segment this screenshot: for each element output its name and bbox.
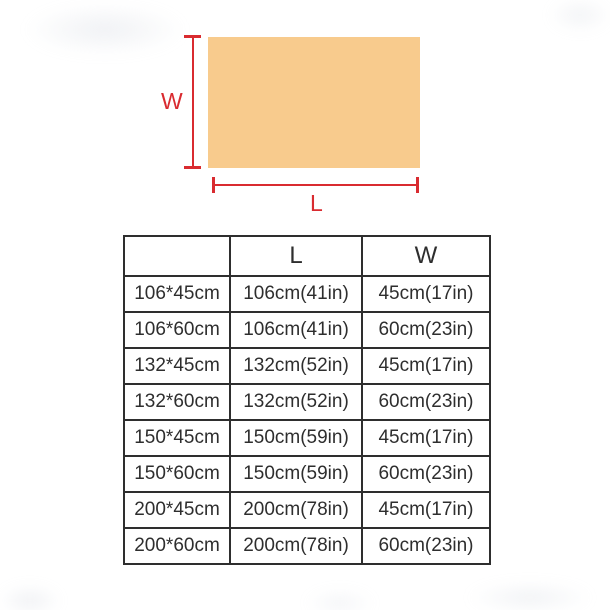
table-row: 200*45cm 200cm(78in) 45cm(17in): [123, 491, 491, 529]
table-header-row: L W: [123, 235, 491, 277]
width-dimension-label: W: [161, 88, 183, 114]
width-cell: 60cm(23in): [361, 383, 491, 421]
size-cell: 132*60cm: [123, 383, 231, 421]
length-dimension-label: L: [310, 190, 323, 216]
header-length-cell: L: [229, 235, 363, 277]
table-row: 106*45cm 106cm(41in) 45cm(17in): [123, 275, 491, 313]
width-dimension-cap-top: [184, 35, 201, 38]
length-cell: 106cm(41in): [229, 275, 363, 313]
size-cell: 132*45cm: [123, 347, 231, 385]
size-cell: 200*60cm: [123, 527, 231, 565]
table-row: 106*60cm 106cm(41in) 60cm(23in): [123, 311, 491, 349]
length-cell: 150cm(59in): [229, 419, 363, 457]
watermark-smudge: [0, 578, 75, 610]
table-row: 150*60cm 150cm(59in) 60cm(23in): [123, 455, 491, 493]
width-cell: 45cm(17in): [361, 275, 491, 313]
header-size-cell: [123, 235, 231, 277]
size-cell: 106*45cm: [123, 275, 231, 313]
width-cell: 45cm(17in): [361, 347, 491, 385]
table-row: 132*60cm 132cm(52in) 60cm(23in): [123, 383, 491, 421]
fabric-rectangle: [208, 37, 420, 168]
header-width-cell: W: [361, 235, 491, 277]
length-cell: 132cm(52in): [229, 347, 363, 385]
size-cell: 150*60cm: [123, 455, 231, 493]
size-cell: 200*45cm: [123, 491, 231, 529]
width-dimension-cap-bottom: [184, 166, 201, 169]
length-cell: 150cm(59in): [229, 455, 363, 493]
size-cell: 106*60cm: [123, 311, 231, 349]
width-cell: 60cm(23in): [361, 455, 491, 493]
width-cell: 60cm(23in): [361, 311, 491, 349]
length-dimension-cap-right: [416, 177, 419, 193]
width-cell: 45cm(17in): [361, 419, 491, 457]
length-cell: 200cm(78in): [229, 527, 363, 565]
width-cell: 60cm(23in): [361, 527, 491, 565]
length-cell: 200cm(78in): [229, 491, 363, 529]
length-cell: 106cm(41in): [229, 311, 363, 349]
width-cell: 45cm(17in): [361, 491, 491, 529]
watermark-smudge: [440, 575, 610, 610]
watermark-smudge: [535, 0, 610, 40]
watermark-smudge: [290, 583, 390, 610]
size-table: L W 106*45cm 106cm(41in) 45cm(17in) 106*…: [123, 235, 491, 565]
table-row: 150*45cm 150cm(59in) 45cm(17in): [123, 419, 491, 457]
width-dimension-line: [192, 36, 194, 168]
table-row: 132*45cm 132cm(52in) 45cm(17in): [123, 347, 491, 385]
table-row: 200*60cm 200cm(78in) 60cm(23in): [123, 527, 491, 565]
watermark-smudge: [0, 0, 220, 67]
length-cell: 132cm(52in): [229, 383, 363, 421]
size-cell: 150*45cm: [123, 419, 231, 457]
length-dimension-line: [213, 184, 418, 186]
length-dimension-cap-left: [212, 177, 215, 193]
